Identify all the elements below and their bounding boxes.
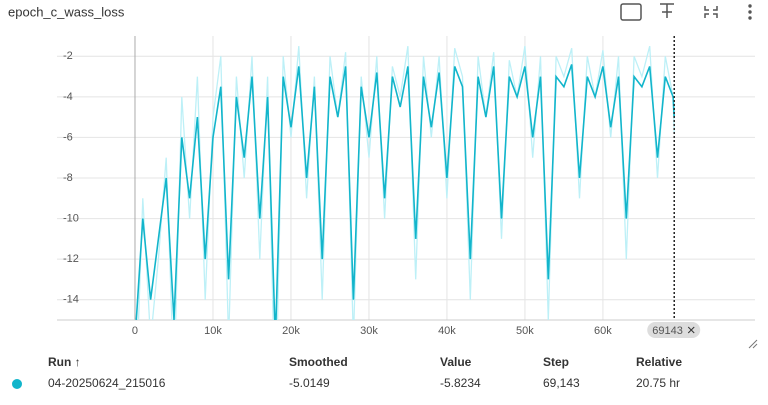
table-cell: 04-20250624_215016: [48, 376, 166, 390]
y-tick-label: -6: [63, 131, 73, 143]
chart-title: epoch_c_wass_loss: [8, 4, 125, 19]
series-line: [137, 45, 675, 320]
table-header: Step: [543, 355, 569, 369]
table-cell: 69,143: [543, 376, 580, 390]
x-tick-label: 0: [132, 325, 138, 337]
menu-icon[interactable]: [748, 4, 752, 20]
plot-area: [135, 45, 675, 320]
table-header: Relative: [636, 355, 682, 369]
y-tick-label: -14: [63, 294, 79, 306]
series-line: [135, 64, 675, 320]
x-tick-label: 60k: [594, 325, 612, 337]
y-tick-label: -10: [63, 212, 79, 224]
pin-icon[interactable]: [660, 3, 674, 18]
toolbar: [620, 3, 752, 21]
grid: [57, 36, 755, 321]
x-tick-label: 50k: [516, 325, 534, 337]
x-tick-label: 40k: [438, 325, 456, 337]
table-cell: 20.75 hr: [636, 376, 680, 390]
x-tick-label: 20k: [282, 325, 300, 337]
table-header: Run ↑: [48, 355, 81, 369]
y-tick-label: -12: [63, 253, 79, 265]
collapse-icon[interactable]: [704, 6, 718, 18]
resize-handle[interactable]: [748, 339, 758, 349]
run-color: [12, 379, 22, 389]
table-header: Value: [440, 355, 472, 369]
table-cell: -5.0149: [289, 376, 330, 390]
y-tick-label: -4: [63, 91, 73, 103]
fit-icon[interactable]: [620, 3, 642, 21]
x-tick-label: 30k: [360, 325, 378, 337]
cursor-badge: [647, 322, 701, 338]
y-tick-label: -8: [63, 172, 73, 184]
table-cell: -5.8234: [440, 376, 481, 390]
y-tick-label: -2: [63, 50, 73, 62]
table-header: Smoothed: [289, 355, 348, 369]
cursor-label: 69143: [652, 325, 683, 337]
cursor-close[interactable]: [687, 326, 695, 334]
x-tick-label: 10k: [204, 325, 222, 337]
